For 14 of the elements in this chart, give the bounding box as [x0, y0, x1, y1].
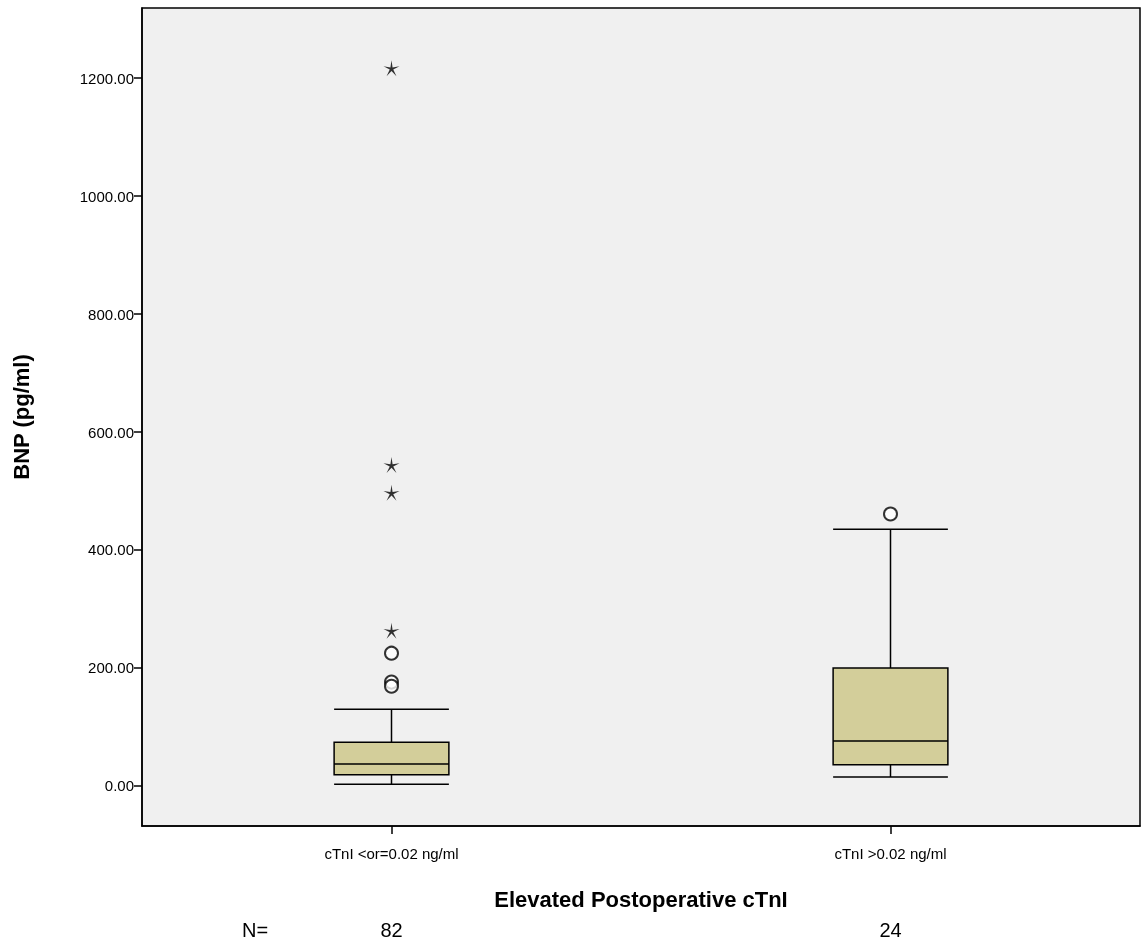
text: 82: [380, 919, 403, 941]
x-tick-label: cTnI >0.02 ng/ml: [834, 845, 947, 862]
y-tick-label: 200.00: [88, 659, 134, 677]
text: N=: [242, 919, 269, 941]
y-tick-label: 1200.00: [79, 69, 134, 87]
y-tick-label: 400.00: [88, 541, 134, 559]
y-tick-label: 0.00: [104, 777, 134, 795]
x-tick-label: cTnI <or=0.02 ng/ml: [324, 845, 459, 862]
y-axis-title: BNP (pg/ml): [8, 354, 34, 480]
y-tick-label: 1000.00: [79, 187, 134, 205]
x-axis-title: Elevated Postoperative cTnI: [494, 886, 788, 912]
y-tick-label: 800.00: [88, 305, 134, 323]
y-tick-label: 600.00: [88, 423, 134, 441]
text: 24: [879, 919, 902, 941]
